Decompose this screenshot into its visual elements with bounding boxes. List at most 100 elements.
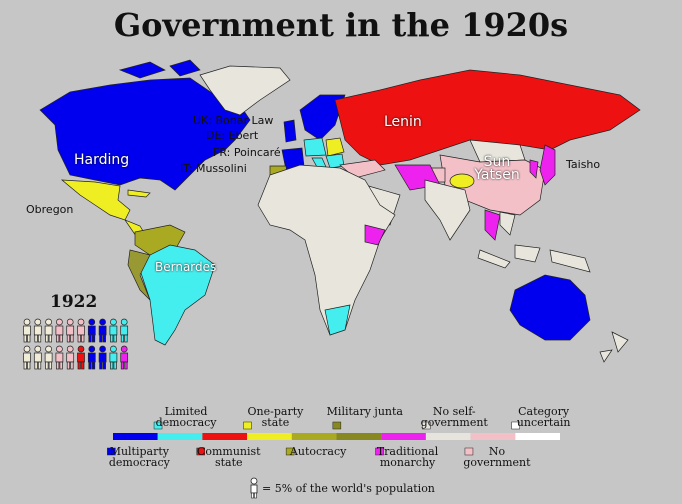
- legend-swatch: [157, 433, 203, 440]
- figure-part: [56, 334, 60, 343]
- figure-part: [110, 345, 117, 353]
- figure-part: [113, 361, 117, 370]
- figure-part: [99, 318, 106, 326]
- figure-part: [27, 334, 31, 343]
- figure-part: [91, 334, 96, 343]
- figure-part: [120, 318, 128, 326]
- figure-part: [124, 361, 128, 370]
- land: [529, 144, 556, 186]
- land: [39, 77, 251, 191]
- figure-part: [77, 318, 85, 326]
- legend-icon: [464, 447, 474, 456]
- map-land: [39, 59, 641, 363]
- figure-part: [110, 334, 114, 343]
- legend-swatch: [247, 433, 292, 440]
- legend-swatch: [291, 433, 337, 440]
- population-figure: [77, 345, 85, 370]
- land: [199, 65, 291, 116]
- figure-part: [109, 352, 118, 363]
- figure-part: [66, 318, 74, 326]
- map-label: Taisho: [566, 158, 601, 171]
- population-figure: [23, 345, 31, 370]
- figure-part: [77, 352, 85, 363]
- population-figure: [109, 345, 118, 370]
- figure-part: [33, 325, 42, 336]
- legend-label: Category uncertain: [516, 405, 571, 429]
- figure-part: [34, 334, 38, 343]
- legend-swatch: [113, 433, 158, 440]
- figure-part: [109, 325, 118, 336]
- legend-icon: [107, 447, 116, 456]
- legend-label: No government: [463, 445, 531, 469]
- land: [127, 249, 151, 301]
- map-label: Sun Yatsen: [474, 154, 520, 183]
- figure-part: [66, 345, 74, 353]
- figure-part: [66, 361, 71, 370]
- figure-part: [98, 325, 107, 336]
- legend-swatch: [470, 433, 516, 440]
- population-figure: [33, 345, 42, 370]
- population-figure: [55, 318, 64, 343]
- figure-part: [99, 361, 103, 370]
- land: [364, 224, 386, 246]
- legend-label: No self-government: [420, 405, 488, 429]
- year: 1922: [50, 292, 98, 312]
- figure-part: [120, 361, 125, 370]
- land: [257, 164, 396, 336]
- legend-icon: [285, 447, 295, 456]
- legend-icon: [153, 421, 163, 430]
- map-label: FR: Poincaré: [213, 146, 281, 159]
- figure-part: [99, 345, 106, 353]
- figure-part: [88, 318, 96, 326]
- figure-part: [23, 334, 27, 343]
- figure-part: [44, 325, 53, 336]
- legend-icon: [375, 447, 384, 456]
- figure-part: [23, 318, 31, 326]
- figure-part: [55, 325, 64, 336]
- map-label: Lenin: [384, 114, 422, 130]
- figure-part: [55, 352, 64, 363]
- figure-part: [45, 345, 52, 353]
- population-figure: [98, 345, 107, 370]
- legend-label: Traditional monarchy: [376, 445, 439, 469]
- population-figure: [77, 318, 85, 343]
- land: [325, 137, 345, 157]
- figure-part: [110, 318, 117, 326]
- figure-part: [87, 352, 96, 363]
- legend-swatch: [202, 433, 248, 440]
- legend-icon: [243, 421, 252, 430]
- population-figure: [44, 318, 53, 343]
- land: [599, 331, 629, 363]
- population-figure: [120, 318, 129, 343]
- figure-part: [33, 352, 42, 363]
- land: [118, 59, 201, 79]
- legend-icon: [511, 421, 520, 430]
- map-label: DE: Ebert: [206, 129, 259, 142]
- figure-part: [88, 361, 92, 370]
- legend-swatch: [425, 433, 471, 440]
- figure-part: [88, 334, 92, 343]
- figure-part: [77, 361, 81, 370]
- figure-part: [48, 334, 52, 343]
- legend-swatch: [515, 433, 560, 440]
- figure-part: [56, 345, 63, 353]
- figure-part: [102, 334, 106, 343]
- figure-part: [77, 325, 85, 336]
- figure-part: [66, 352, 75, 363]
- figure-part: [113, 334, 117, 343]
- figure-part: [48, 361, 52, 370]
- population-figure: [120, 345, 129, 370]
- figure-part: [124, 334, 128, 343]
- legend-label: Military junta: [326, 405, 403, 418]
- figure-part: [77, 345, 85, 353]
- population-figure: [23, 318, 31, 343]
- legend-swatch: [336, 433, 382, 440]
- figure-part: [37, 334, 42, 343]
- figure-part: [110, 361, 114, 370]
- land: [299, 94, 346, 141]
- figure-part: [81, 334, 85, 343]
- population-figure: [109, 318, 118, 343]
- figure-part: [88, 345, 96, 353]
- figure-part: [70, 361, 74, 370]
